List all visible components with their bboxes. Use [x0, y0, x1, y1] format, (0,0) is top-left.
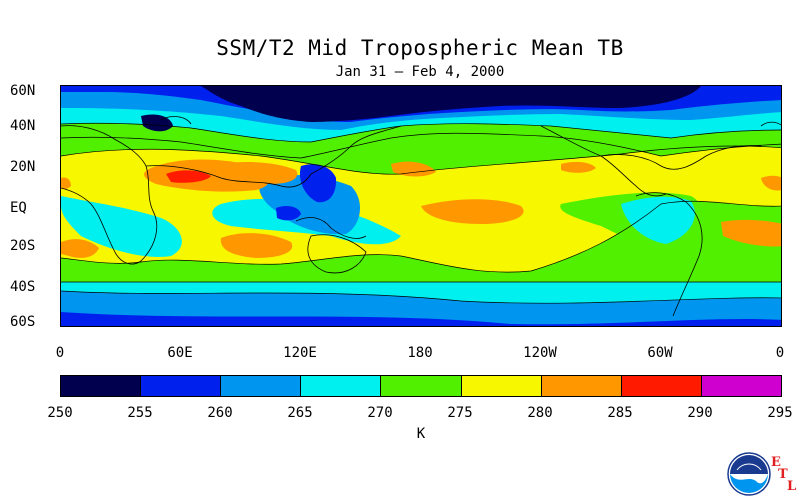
colorbar-swatch [301, 376, 382, 396]
lon-label-0: 0 [55, 345, 65, 361]
colorbar-tick: 280 [527, 405, 553, 421]
logo-letter-e: E [771, 455, 781, 470]
lon-label-120e: 120E [283, 345, 317, 361]
colorbar-tick: 270 [367, 405, 393, 421]
lon-label-180: 180 [407, 345, 433, 361]
logo-letter-t: T [778, 467, 788, 482]
noaa-logo-icon [727, 452, 771, 496]
colorbar-swatch [61, 376, 142, 396]
colorbar-tick: 275 [447, 405, 473, 421]
lat-label-60n: 60N [10, 83, 36, 99]
colorbar-swatch [381, 376, 462, 396]
colorbar-swatch [541, 376, 622, 396]
colorbar-swatch [701, 376, 781, 396]
colorbar-tick: 295 [767, 405, 793, 421]
colorbar-tick: 285 [607, 405, 633, 421]
lon-label-60e: 60E [167, 345, 193, 361]
colorbar-tick: 290 [687, 405, 713, 421]
lat-label-20s: 20S [10, 238, 36, 254]
colorbar-units: K [416, 426, 426, 442]
lon-label-0-end: 0 [775, 345, 785, 361]
colorbar-swatch [141, 376, 222, 396]
lat-label-eq: EQ [10, 200, 27, 216]
colorbar-swatch [221, 376, 302, 396]
map-title: SSM/T2 Mid Tropospheric Mean TB [216, 36, 624, 60]
colorbar [60, 375, 782, 397]
logo-letter-l: L [787, 479, 797, 494]
colorbar-tick: 255 [127, 405, 153, 421]
lat-label-20n: 20N [10, 159, 36, 175]
lon-label-120w: 120W [523, 345, 557, 361]
map-subtitle: Jan 31 – Feb 4, 2000 [335, 64, 505, 80]
colorbar-tick: 250 [47, 405, 73, 421]
colorbar-tick: 260 [207, 405, 233, 421]
lat-label-60s: 60S [10, 314, 36, 330]
colorbar-tick: 265 [287, 405, 313, 421]
lat-label-40n: 40N [10, 118, 36, 134]
temperature-map [60, 85, 782, 327]
lat-label-40s: 40S [10, 279, 36, 295]
colorbar-swatch [621, 376, 702, 396]
colorbar-swatch [461, 376, 542, 396]
lon-label-60w: 60W [647, 345, 673, 361]
